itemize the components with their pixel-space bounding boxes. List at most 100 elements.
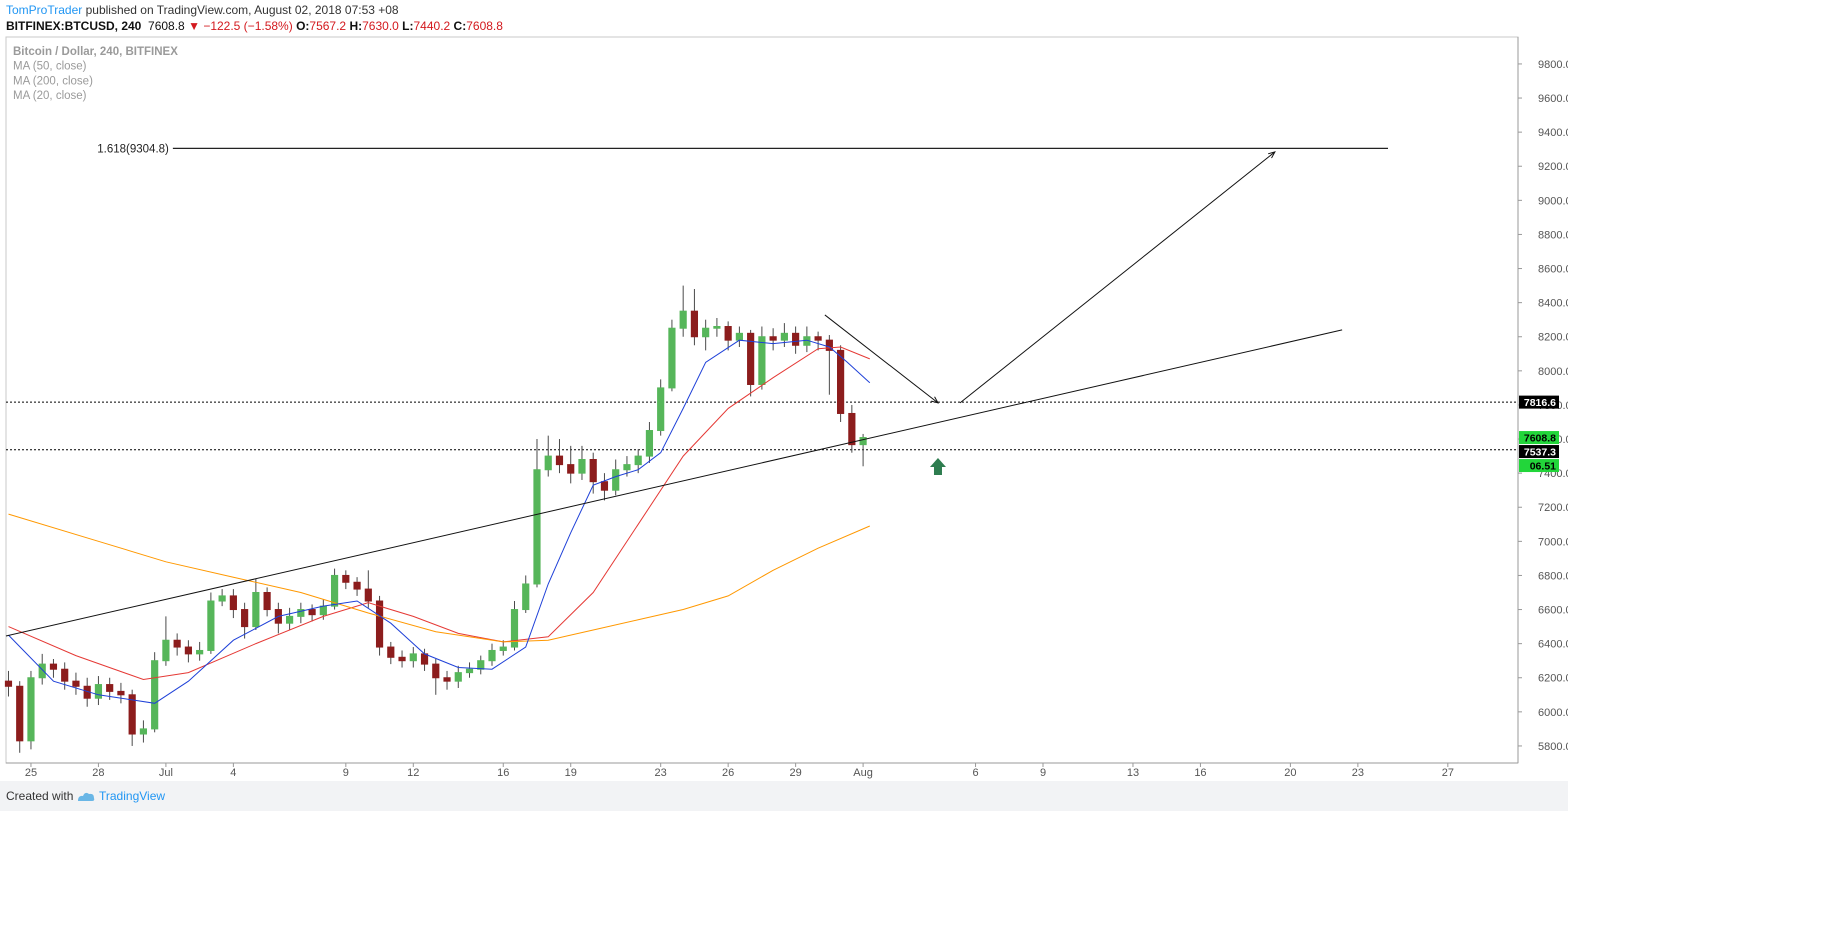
candle-body bbox=[612, 469, 620, 491]
trend-line bbox=[5, 329, 1343, 637]
y-tick-label: 8800.0 bbox=[1538, 229, 1568, 241]
candle-body bbox=[544, 455, 552, 471]
candle-body bbox=[308, 609, 316, 616]
x-tick-label: 20 bbox=[1284, 767, 1296, 779]
candle-body bbox=[207, 600, 215, 651]
logo bbox=[78, 792, 95, 801]
candle-body bbox=[16, 685, 24, 742]
candle-body bbox=[567, 464, 575, 474]
price-tag-label: 7816.6 bbox=[1524, 397, 1556, 409]
candle-body bbox=[747, 332, 755, 385]
y-tick-label: 9600.0 bbox=[1538, 93, 1568, 105]
candle-body bbox=[72, 680, 80, 687]
arrow-line bbox=[959, 151, 1276, 404]
candle-body bbox=[4, 680, 13, 687]
candle-body bbox=[241, 609, 249, 628]
arrow-line bbox=[824, 314, 939, 404]
candle-body bbox=[724, 326, 732, 341]
legend-entry: Bitcoin / Dollar, 240, BITFINEX bbox=[13, 46, 178, 58]
candle-body bbox=[128, 694, 136, 735]
candle-body bbox=[286, 615, 294, 624]
candle-body bbox=[229, 595, 237, 611]
x-tick-label: Aug bbox=[853, 767, 873, 779]
y-tick-label: 8200.0 bbox=[1538, 332, 1568, 344]
x-tick-label: 19 bbox=[565, 767, 577, 779]
ohlc-value: 7567.2 bbox=[309, 19, 347, 33]
candle-body bbox=[848, 412, 856, 446]
y-tick-label: 8000.0 bbox=[1538, 366, 1568, 378]
x-tick-label: 23 bbox=[655, 767, 667, 779]
ohlc-value: 7440.2 bbox=[413, 19, 451, 33]
candle-body bbox=[38, 663, 46, 679]
direction: ▼ bbox=[188, 19, 200, 33]
candle-body bbox=[409, 653, 417, 662]
x-tick-label: 9 bbox=[1040, 767, 1046, 779]
candle-body bbox=[94, 684, 103, 699]
buy-arrow bbox=[929, 458, 946, 476]
chart: 5800.0 6000.0 6200.0 6400.0 6600.0 6800.0 7000… bbox=[4, 36, 1568, 779]
candle-body bbox=[578, 459, 586, 474]
candle-body bbox=[702, 327, 710, 338]
candle-body bbox=[510, 609, 519, 648]
x-tick-label: 4 bbox=[230, 767, 236, 779]
x-tick-label: 29 bbox=[789, 767, 801, 779]
candle-body bbox=[555, 455, 564, 466]
fib-label: 1.618(9304.8) bbox=[97, 143, 169, 155]
candle-body bbox=[443, 677, 451, 682]
candle-body bbox=[814, 336, 822, 341]
price-tag-label: 7608.8 bbox=[1524, 433, 1556, 445]
ohlc-label: H: bbox=[349, 19, 363, 33]
candle-body bbox=[117, 690, 125, 696]
y-tick-label: 6600.0 bbox=[1538, 605, 1568, 617]
y-tick-label: 7000.0 bbox=[1538, 536, 1568, 548]
y-tick-label: 6800.0 bbox=[1538, 570, 1568, 582]
candle-body bbox=[645, 430, 654, 457]
legend-entry: MA (20, close) bbox=[13, 90, 87, 102]
candle-body bbox=[27, 677, 35, 742]
x-tick-label: 23 bbox=[1352, 767, 1364, 779]
brand[interactable]: TradingView bbox=[99, 789, 166, 803]
author[interactable]: TomProTrader bbox=[6, 3, 83, 17]
candle-body bbox=[634, 455, 642, 466]
x-tick-label: 28 bbox=[92, 767, 104, 779]
candle-body bbox=[196, 649, 204, 655]
y-tick-label: 9400.0 bbox=[1538, 127, 1568, 139]
candle-body bbox=[454, 672, 462, 682]
price-tag-label: 06.51 bbox=[1530, 461, 1556, 473]
price-tag bbox=[1519, 431, 1559, 445]
price-tag bbox=[1519, 459, 1559, 473]
candle-body bbox=[139, 728, 148, 735]
candle-body bbox=[837, 349, 845, 414]
ohlc: O:7567.2 H:7630.0 L:7440.2 C:7608.8 bbox=[296, 19, 503, 33]
ohlc-value: 7608.8 bbox=[466, 19, 503, 33]
legend-entry: MA (50, close) bbox=[13, 61, 87, 73]
candle-body bbox=[499, 646, 507, 651]
last: 7608.8 bbox=[148, 19, 185, 33]
footer: Created with TradingView bbox=[0, 781, 1568, 811]
ma-line bbox=[8, 513, 870, 643]
legend-entry: MA (200, close) bbox=[13, 75, 93, 87]
y-tick-label: 5800.0 bbox=[1538, 741, 1568, 753]
arrow-head bbox=[1268, 151, 1276, 159]
candle-body bbox=[713, 326, 721, 329]
candle-body bbox=[353, 581, 361, 590]
candle-body bbox=[342, 574, 350, 583]
header-line: TomProTrader published on TradingView.co… bbox=[6, 3, 399, 17]
x-tick-label: 27 bbox=[1442, 767, 1454, 779]
candle-body bbox=[151, 660, 159, 730]
candle-body bbox=[623, 464, 631, 471]
candle-body bbox=[600, 481, 609, 491]
created-with: Created with bbox=[6, 789, 74, 803]
x-tick-label: 26 bbox=[722, 767, 734, 779]
candle-body bbox=[668, 327, 676, 389]
y-tick-label: 6400.0 bbox=[1538, 639, 1568, 651]
candle-body bbox=[387, 646, 395, 658]
candle-body bbox=[252, 591, 260, 628]
y-tick-label: 9800.0 bbox=[1538, 59, 1568, 71]
quote-line: BITFINEX:BTCUSD, 240 7608.8 ▼ −122.5 (−1… bbox=[6, 19, 503, 33]
candle-body bbox=[735, 332, 743, 341]
candle-body bbox=[758, 336, 766, 385]
arrow-head bbox=[931, 396, 939, 404]
x-tick-label: 25 bbox=[25, 767, 37, 779]
